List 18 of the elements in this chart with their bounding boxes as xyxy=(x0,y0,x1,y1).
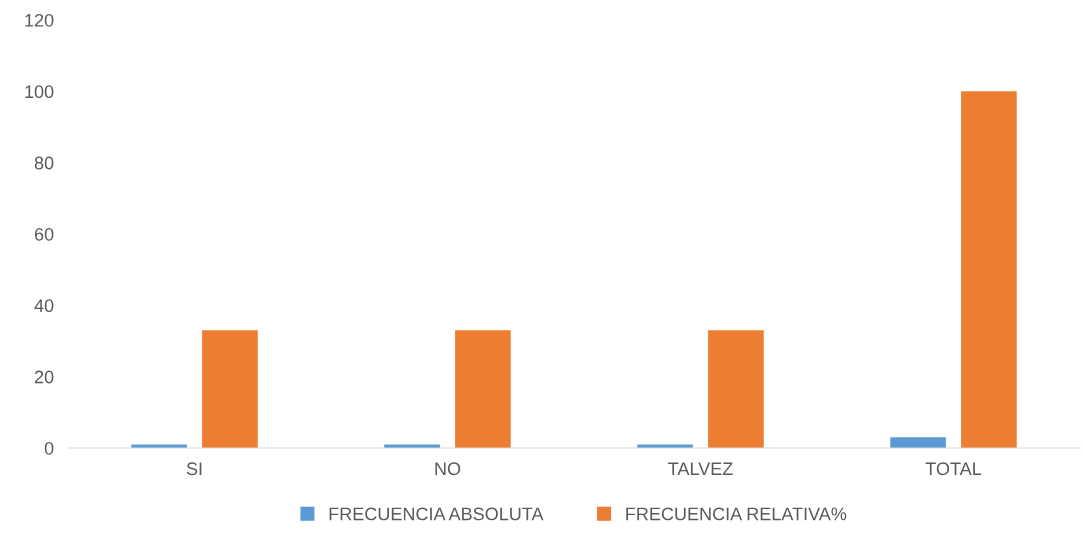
y-tick-label: 60 xyxy=(34,227,54,241)
y-tick-label: 80 xyxy=(34,156,54,170)
bar xyxy=(202,330,258,448)
y-tick-label: 20 xyxy=(34,370,54,384)
bar xyxy=(961,91,1017,448)
y-tick-label: 100 xyxy=(25,85,54,99)
y-tick-label: 0 xyxy=(44,441,54,455)
y-tick-label: 40 xyxy=(34,299,54,313)
bar xyxy=(708,330,764,448)
legend-label: FRECUENCIA ABSOLUTA xyxy=(329,507,544,521)
legend-label: FRECUENCIA RELATIVA% xyxy=(626,507,847,521)
bar xyxy=(455,330,511,448)
y-tick-label: 120 xyxy=(25,13,54,27)
bar xyxy=(890,437,946,448)
x-tick-label: TALVEZ xyxy=(668,462,733,475)
x-tick-label: SI xyxy=(186,462,202,476)
x-tick-label: TOTAL xyxy=(925,462,982,476)
x-tick-label: NO xyxy=(435,462,461,476)
